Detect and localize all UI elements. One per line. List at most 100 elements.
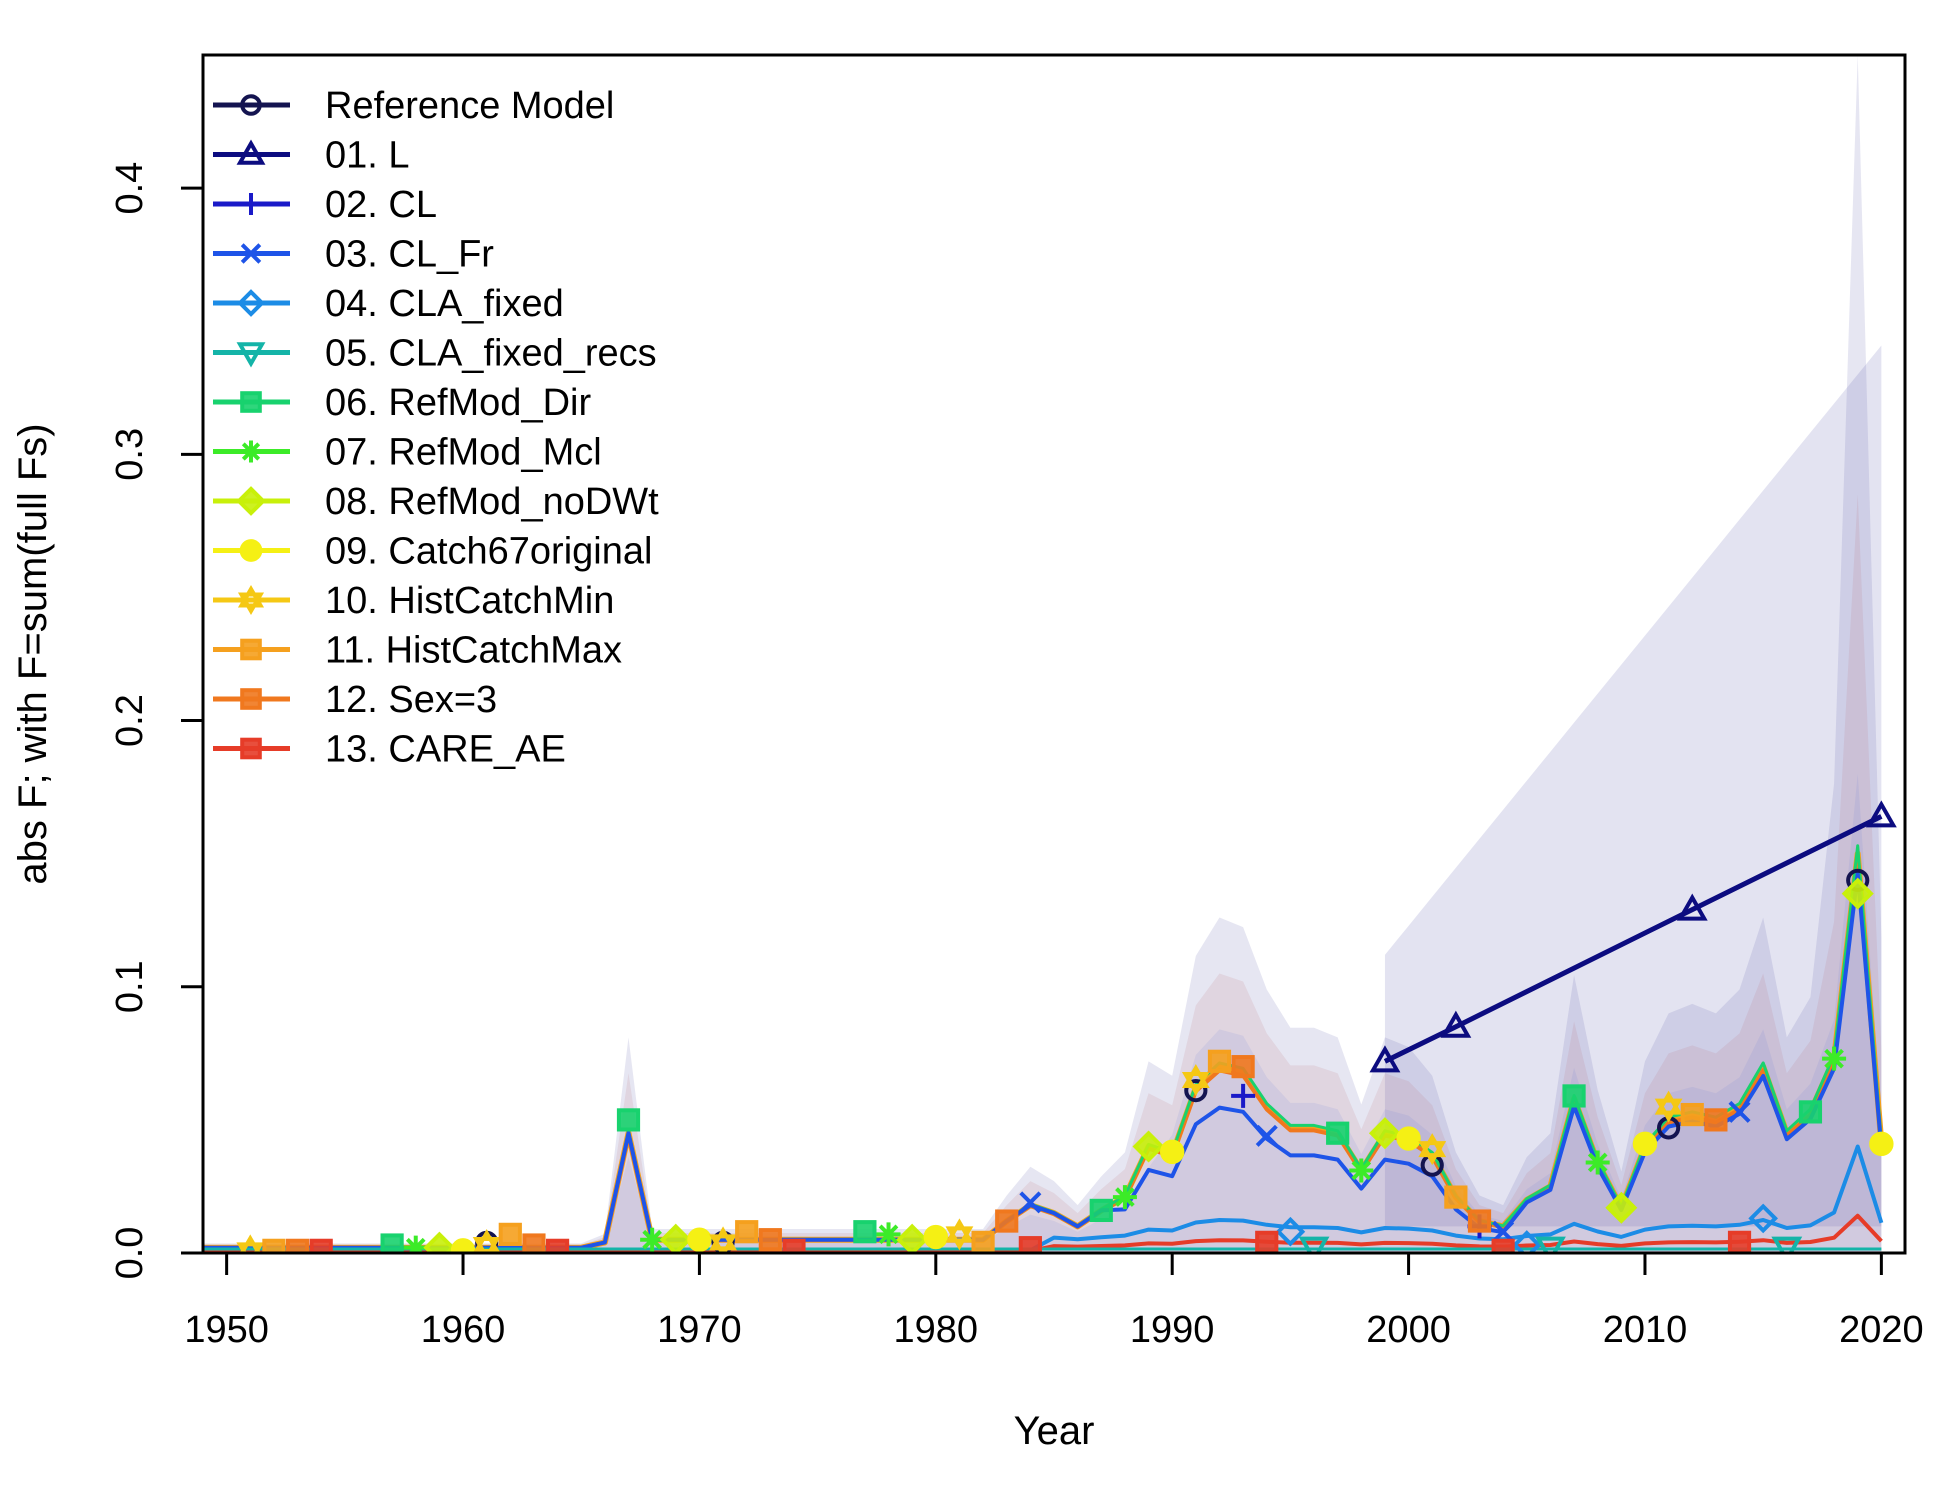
marker-series-5-2005 bbox=[1511, 1230, 1542, 1253]
marker-series-8-2008 bbox=[1585, 1150, 1610, 1175]
marker-series-11-1991 bbox=[1181, 1063, 1210, 1096]
marker-series-2-1999 bbox=[1369, 1045, 1401, 1073]
marker-series-9-2019 bbox=[1841, 877, 1874, 910]
marker-series-7-2017 bbox=[1798, 1100, 1823, 1124]
marker-series-14-2014 bbox=[1727, 1230, 1752, 1253]
marker-series-8-1998 bbox=[1349, 1158, 1374, 1183]
marker-series-14-1984 bbox=[1018, 1236, 1042, 1253]
legend-marker-14 bbox=[240, 737, 262, 760]
band-cl-models bbox=[203, 773, 1882, 1253]
legend-marker-11 bbox=[237, 585, 265, 615]
legend-label-5: 04. CLA_fixed bbox=[325, 283, 564, 325]
x-tick-label: 2020 bbox=[1839, 1309, 1924, 1351]
x-tick-label: 1980 bbox=[894, 1309, 979, 1351]
marker-series-10-2000 bbox=[1396, 1126, 1421, 1151]
legend-label-14: 13. CARE_AE bbox=[325, 729, 566, 771]
marker-series-7-2007 bbox=[1562, 1084, 1586, 1108]
legend-label-9: 08. RefMod_noDWt bbox=[325, 481, 659, 523]
legend-marker-4 bbox=[240, 243, 262, 264]
x-tick-label: 2000 bbox=[1366, 1309, 1451, 1351]
series-markers bbox=[236, 800, 1897, 1253]
legend-marker-3 bbox=[240, 193, 262, 215]
series-line-01-L bbox=[1383, 814, 1883, 1064]
legend-marker-9 bbox=[236, 486, 266, 516]
legend-label-12: 11. HistCatchMax bbox=[325, 630, 622, 672]
marker-series-3-1993 bbox=[1231, 1083, 1256, 1108]
legend-marker-7 bbox=[240, 391, 262, 413]
legend-label-13: 12. Sex=3 bbox=[325, 679, 497, 721]
marker-series-7-1967 bbox=[616, 1108, 641, 1132]
marker-series-6-1996 bbox=[1298, 1236, 1330, 1253]
marker-series-13-1963 bbox=[522, 1233, 546, 1253]
marker-series-8-1968 bbox=[640, 1227, 665, 1252]
legend-marker-13 bbox=[240, 688, 262, 710]
marker-series-12-1982 bbox=[971, 1230, 995, 1253]
marker-series-5-2015 bbox=[1748, 1203, 1778, 1234]
marker-series-11-2011 bbox=[1654, 1090, 1683, 1123]
uncertainty-bands bbox=[203, 55, 1882, 1253]
marker-series-13-2003 bbox=[1467, 1209, 1492, 1233]
marker-series-14-1954 bbox=[309, 1238, 333, 1253]
legend-marker-8 bbox=[240, 440, 262, 463]
marker-series-7-1977 bbox=[853, 1220, 877, 1244]
marker-series-11-1981 bbox=[945, 1218, 974, 1251]
marker-series-11-1971 bbox=[709, 1226, 737, 1253]
marker-series-10-1990 bbox=[1159, 1139, 1185, 1165]
marker-series-10-1980 bbox=[923, 1224, 949, 1250]
marker-series-9-2009 bbox=[1605, 1191, 1638, 1224]
marker-series-4-2004 bbox=[1492, 1220, 1515, 1243]
x-tick-label: 1970 bbox=[657, 1309, 742, 1351]
band-reference-wide bbox=[203, 55, 1882, 1253]
y-axis-title: abs F; with F=sum(full Fs) bbox=[11, 423, 55, 884]
band-catch-models bbox=[203, 494, 1882, 1253]
marker-series-14-1974 bbox=[782, 1238, 806, 1253]
marker-series-8-2018 bbox=[1822, 1046, 1847, 1071]
marker-series-6-2016 bbox=[1771, 1236, 1803, 1253]
x-axis: 1950 1960 1970 1980 1990 2000 2010 2020 bbox=[184, 1251, 1924, 1351]
legend-label-11: 10. HistCatchMin bbox=[325, 580, 614, 622]
y-tick-label: 0.2 bbox=[109, 694, 151, 747]
legend-marker-6 bbox=[236, 342, 266, 368]
marker-series-14-1964 bbox=[545, 1238, 570, 1253]
marker-series-13-1993 bbox=[1231, 1055, 1255, 1079]
marker-series-12-1962 bbox=[498, 1222, 522, 1246]
marker-series-13-1953 bbox=[285, 1238, 310, 1253]
marker-series-8-1958 bbox=[403, 1235, 428, 1253]
marker-series-2-2002 bbox=[1440, 1010, 1472, 1038]
legend-label-10: 09. Catch67original bbox=[325, 531, 652, 573]
x-axis-title: Year bbox=[1014, 1409, 1095, 1453]
legend-label-8: 07. RefMod_Mcl bbox=[325, 432, 602, 474]
marker-series-12-1992 bbox=[1207, 1049, 1232, 1073]
marker-series-9-1959 bbox=[423, 1231, 456, 1253]
marker-series-13-1983 bbox=[995, 1209, 1019, 1233]
marker-series-4-1994 bbox=[1255, 1124, 1278, 1147]
marker-series-1-1991 bbox=[1184, 1079, 1208, 1103]
legend-label-7: 06. RefMod_Dir bbox=[325, 382, 591, 424]
legend-label-3: 02. CL bbox=[325, 184, 437, 226]
marker-series-13-2013 bbox=[1704, 1108, 1728, 1132]
legend-label-1: Reference Model bbox=[325, 85, 614, 127]
y-tick-label: 0.1 bbox=[109, 960, 151, 1013]
legend-marker-5 bbox=[237, 289, 265, 317]
marker-series-2-2012 bbox=[1676, 893, 1708, 921]
marker-series-12-1952 bbox=[262, 1238, 286, 1253]
marker-series-9-1999 bbox=[1368, 1117, 1401, 1150]
marker-series-9-1989 bbox=[1132, 1130, 1165, 1163]
marker-series-7-1997 bbox=[1326, 1121, 1350, 1145]
x-tick-label: 1950 bbox=[184, 1309, 269, 1351]
marker-series-10-2010 bbox=[1632, 1131, 1658, 1157]
marker-series-10-1970 bbox=[687, 1227, 712, 1252]
marker-series-11-1961 bbox=[472, 1229, 501, 1253]
marker-series-10-1960 bbox=[450, 1238, 476, 1253]
marker-series-7-1957 bbox=[380, 1233, 404, 1253]
x-tick-label: 1960 bbox=[421, 1309, 506, 1351]
legend-marker-12 bbox=[240, 638, 262, 661]
legend-label-2: 01. L bbox=[325, 135, 410, 177]
marker-series-12-1972 bbox=[735, 1220, 759, 1244]
y-axis: 0.0 0.1 0.2 0.3 0.4 bbox=[109, 162, 203, 1279]
marker-series-10-2020 bbox=[1869, 1131, 1894, 1157]
x-tick-label: 2010 bbox=[1603, 1309, 1688, 1351]
legend-marker-2 bbox=[236, 139, 266, 165]
y-tick-label: 0.3 bbox=[109, 428, 151, 481]
